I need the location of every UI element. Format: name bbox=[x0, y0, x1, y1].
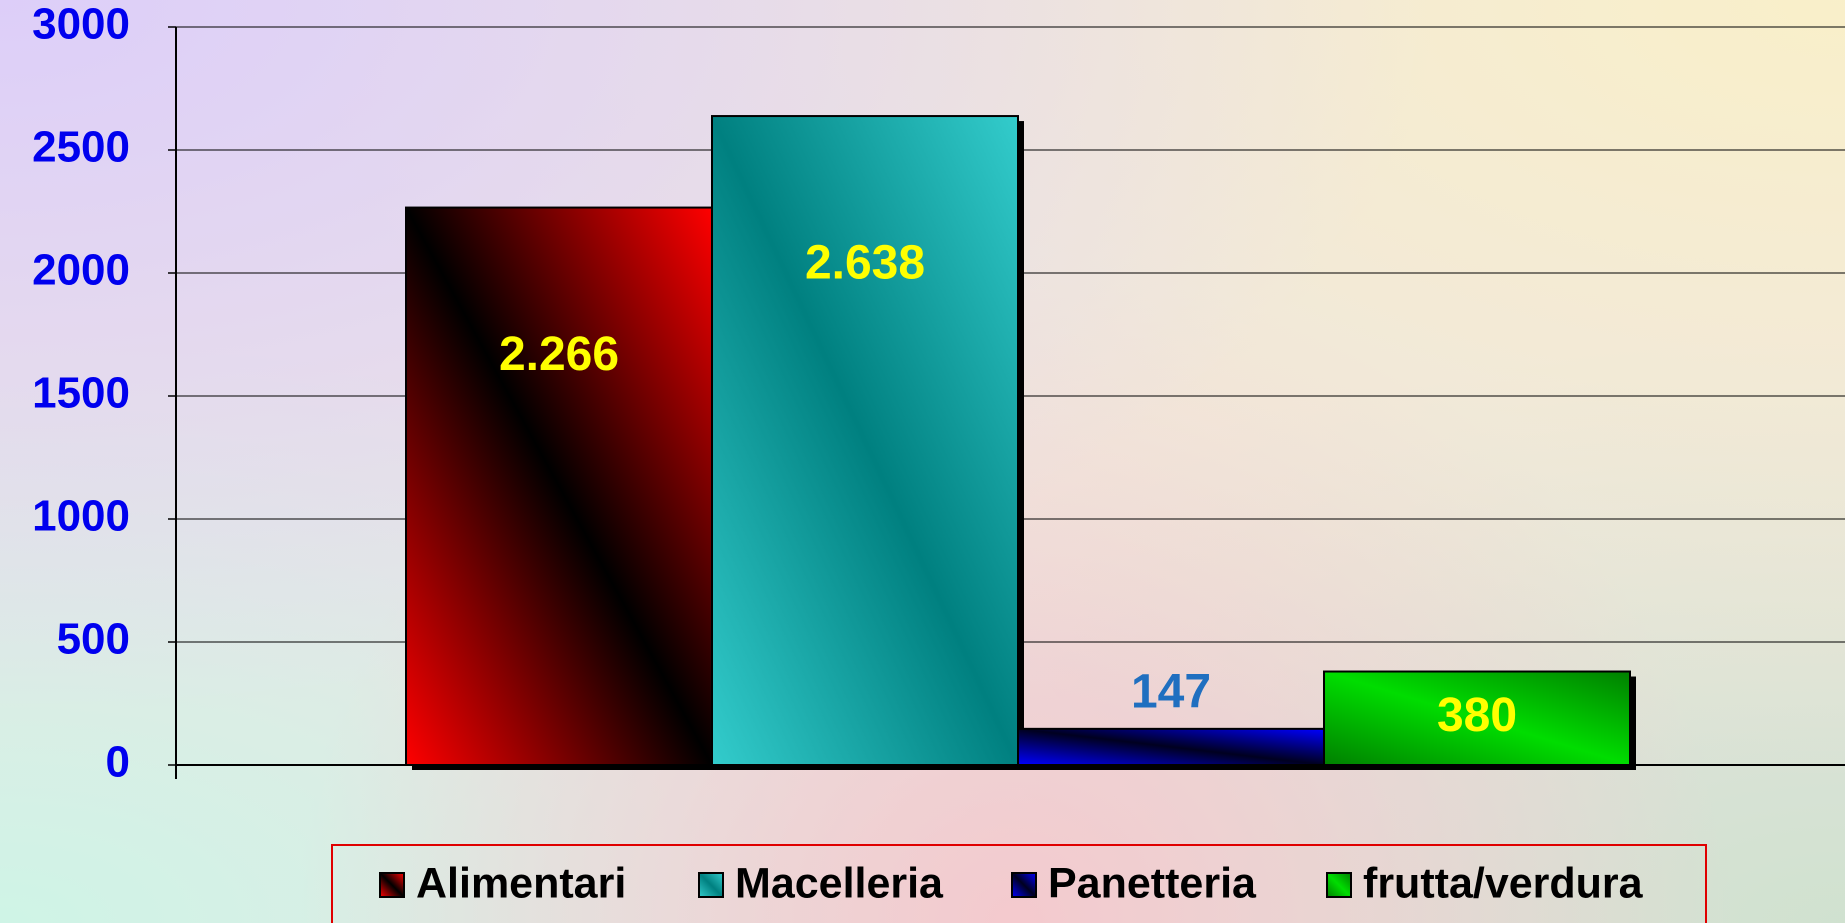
bar bbox=[711, 115, 1019, 766]
legend-label: Alimentari bbox=[416, 859, 626, 907]
y-tick-label: 2500 bbox=[32, 123, 130, 172]
value-label: 380 bbox=[1437, 689, 1517, 742]
bar bbox=[1323, 670, 1631, 767]
legend-label: Macelleria bbox=[735, 859, 944, 907]
y-tick-label: 1000 bbox=[32, 492, 130, 541]
value-label: 2.266 bbox=[499, 328, 619, 381]
y-tick-label: 0 bbox=[106, 738, 130, 787]
legend-swatch bbox=[1326, 872, 1352, 898]
y-tick-label: 2000 bbox=[32, 246, 130, 295]
y-tick-label: 3000 bbox=[32, 0, 130, 49]
value-label: 2.638 bbox=[805, 237, 925, 290]
y-tick-label: 500 bbox=[57, 615, 130, 664]
bar bbox=[405, 206, 713, 766]
legend-swatch bbox=[379, 872, 405, 898]
value-label: 147 bbox=[1131, 666, 1211, 719]
bar bbox=[1017, 727, 1325, 767]
legend-swatch bbox=[1011, 872, 1037, 898]
legend-label: frutta/verdura bbox=[1363, 859, 1644, 907]
legend-swatch bbox=[698, 872, 724, 898]
legend-label: Panetteria bbox=[1048, 859, 1257, 907]
y-tick-label: 1500 bbox=[32, 369, 130, 418]
legend-box bbox=[331, 844, 1707, 923]
